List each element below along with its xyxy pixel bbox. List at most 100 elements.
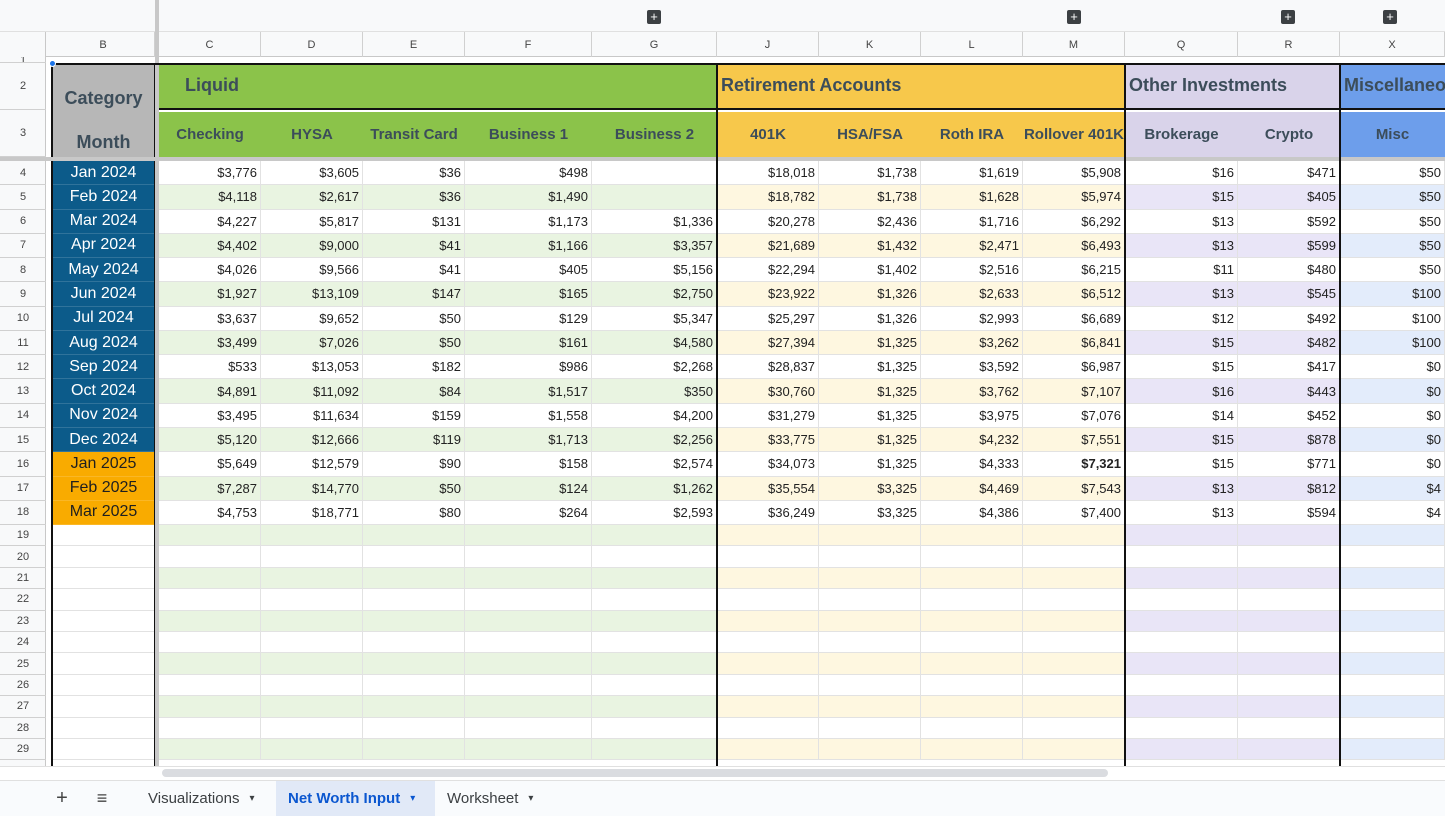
sheet-tab[interactable]: Visualizations▾ bbox=[136, 781, 276, 816]
expand-group-button[interactable]: + bbox=[647, 10, 661, 24]
row-header: 12 bbox=[0, 355, 46, 379]
value-cell: $5,156 bbox=[592, 258, 717, 282]
value-cell: $15 bbox=[1125, 452, 1238, 476]
value-cell: $6,841 bbox=[1023, 331, 1125, 355]
value-cell: $2,516 bbox=[921, 258, 1023, 282]
value-cell: $3,357 bbox=[592, 234, 717, 258]
month-cell: Mar 2024 bbox=[52, 210, 155, 234]
empty-cell bbox=[1125, 525, 1238, 546]
value-cell: $1,325 bbox=[819, 379, 921, 403]
row-header: 11 bbox=[0, 331, 46, 355]
empty-cell bbox=[52, 568, 155, 589]
row-header: 7 bbox=[0, 234, 46, 258]
column-header: G bbox=[592, 32, 717, 57]
border-line bbox=[1124, 63, 1126, 766]
value-cell: $7,026 bbox=[261, 331, 363, 355]
value-cell: $0 bbox=[1340, 404, 1445, 428]
value-cell: $50 bbox=[1340, 161, 1445, 185]
tab-menu-arrow[interactable]: ▾ bbox=[528, 793, 533, 804]
value-cell: $7,107 bbox=[1023, 379, 1125, 403]
value-cell: $31,279 bbox=[717, 404, 819, 428]
all-sheets-button[interactable]: ≡ bbox=[90, 784, 114, 812]
empty-cell bbox=[1238, 739, 1340, 760]
empty-cell bbox=[1023, 696, 1125, 717]
value-cell: $33,775 bbox=[717, 428, 819, 452]
empty-cell bbox=[159, 739, 261, 760]
value-cell: $12,579 bbox=[261, 452, 363, 476]
row-header: 19 bbox=[0, 525, 46, 546]
value-cell: $124 bbox=[465, 477, 592, 501]
value-cell: $131 bbox=[363, 210, 465, 234]
empty-cell bbox=[717, 632, 819, 653]
expand-group-button[interactable]: + bbox=[1281, 10, 1295, 24]
column-header: Q bbox=[1125, 32, 1238, 57]
month-cell: Feb 2024 bbox=[52, 185, 155, 209]
empty-cell bbox=[52, 653, 155, 674]
add-sheet-button[interactable]: + bbox=[50, 784, 74, 812]
empty-cell bbox=[717, 589, 819, 610]
empty-cell bbox=[1125, 632, 1238, 653]
empty-cell bbox=[1238, 632, 1340, 653]
empty-cell bbox=[592, 696, 717, 717]
value-cell: $158 bbox=[465, 452, 592, 476]
empty-cell bbox=[465, 675, 592, 696]
empty-cell bbox=[1125, 568, 1238, 589]
value-cell: $594 bbox=[1238, 501, 1340, 525]
empty-cell bbox=[1340, 718, 1445, 739]
empty-cell bbox=[159, 589, 261, 610]
tab-menu-arrow[interactable]: ▾ bbox=[249, 793, 254, 804]
empty-cell bbox=[363, 568, 465, 589]
empty-cell bbox=[1023, 718, 1125, 739]
row-header: 9 bbox=[0, 282, 46, 306]
empty-cell bbox=[592, 611, 717, 632]
value-cell: $16 bbox=[1125, 379, 1238, 403]
empty-cell bbox=[465, 653, 592, 674]
value-cell: $1,619 bbox=[921, 161, 1023, 185]
value-cell: $14,770 bbox=[261, 477, 363, 501]
empty-cell bbox=[261, 739, 363, 760]
empty-cell bbox=[819, 739, 921, 760]
value-cell: $15 bbox=[1125, 185, 1238, 209]
empty-cell bbox=[819, 568, 921, 589]
month-cell: Jul 2024 bbox=[52, 307, 155, 331]
tab-menu-arrow[interactable]: ▾ bbox=[410, 793, 415, 804]
border-line bbox=[716, 63, 718, 766]
value-cell: $4,232 bbox=[921, 428, 1023, 452]
row-header: 18 bbox=[0, 501, 46, 525]
row-header: 3 bbox=[0, 110, 46, 157]
value-cell bbox=[592, 161, 717, 185]
value-cell: $21,689 bbox=[717, 234, 819, 258]
value-cell: $9,566 bbox=[261, 258, 363, 282]
empty-cell bbox=[363, 632, 465, 653]
value-cell: $2,268 bbox=[592, 355, 717, 379]
sheet-tab[interactable]: Worksheet▾ bbox=[435, 781, 552, 816]
value-cell: $1,173 bbox=[465, 210, 592, 234]
value-cell: $50 bbox=[1340, 210, 1445, 234]
empty-cell bbox=[1238, 568, 1340, 589]
subheader: Transit Card bbox=[363, 112, 465, 157]
value-cell: $3,325 bbox=[819, 501, 921, 525]
expand-group-button[interactable]: + bbox=[1067, 10, 1081, 24]
empty-cell bbox=[819, 525, 921, 546]
empty-cell bbox=[261, 675, 363, 696]
expand-group-button[interactable]: + bbox=[1383, 10, 1397, 24]
selection-dot bbox=[49, 60, 56, 67]
empty-cell bbox=[363, 611, 465, 632]
sheet-tab[interactable]: Net Worth Input▾ bbox=[276, 781, 435, 816]
value-cell: $6,512 bbox=[1023, 282, 1125, 306]
empty-cell bbox=[1125, 739, 1238, 760]
empty-cell bbox=[1340, 568, 1445, 589]
border-line bbox=[1339, 63, 1341, 766]
empty-cell bbox=[717, 739, 819, 760]
value-cell: $7,076 bbox=[1023, 404, 1125, 428]
column-header: J bbox=[717, 32, 819, 57]
empty-cell bbox=[1238, 675, 1340, 696]
value-cell: $13 bbox=[1125, 477, 1238, 501]
value-cell: $1,490 bbox=[465, 185, 592, 209]
empty-cell bbox=[1340, 546, 1445, 567]
border-line bbox=[52, 63, 1445, 65]
empty-cell bbox=[1125, 696, 1238, 717]
scroll-thumb[interactable] bbox=[162, 769, 1108, 777]
empty-cell bbox=[1238, 611, 1340, 632]
